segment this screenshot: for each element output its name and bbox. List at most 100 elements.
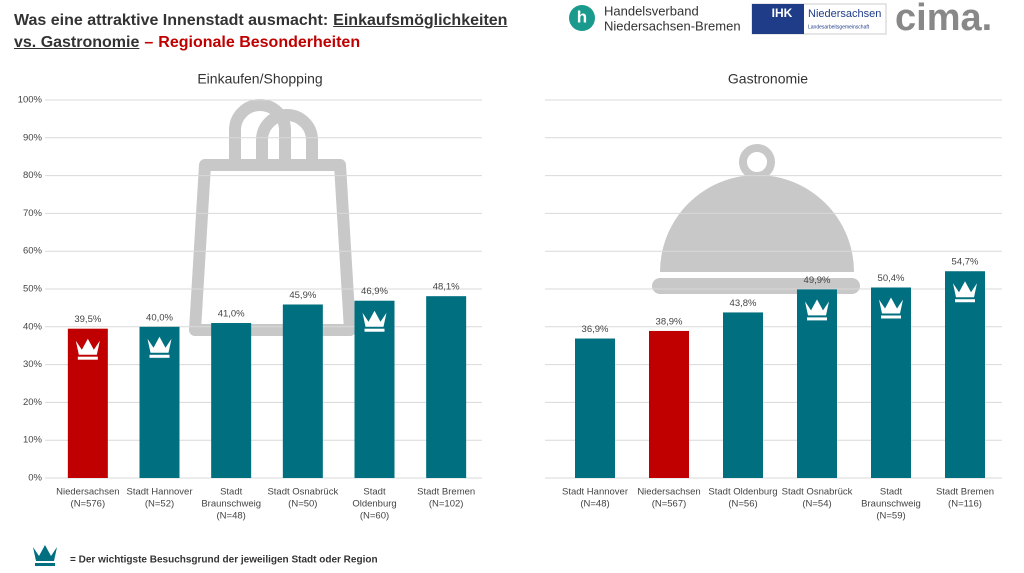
title-text: Regionale Besonderheiten [158, 34, 361, 51]
logo-text: Niedersachsen [808, 8, 881, 20]
x-tick-label: Stadt [880, 487, 903, 498]
crown-icon [33, 545, 57, 566]
crown-shape [805, 299, 829, 316]
crown-shape [75, 338, 100, 355]
logo-text: Niedersachsen-Bremen [604, 18, 741, 33]
logo-text: cima. [895, 0, 992, 39]
value-label: 49,9% [804, 275, 831, 286]
crown-icon [953, 281, 977, 303]
crown-shape [953, 281, 977, 298]
y-tick-label: 30% [23, 359, 43, 370]
value-label: 39,5% [74, 314, 101, 325]
bar [575, 338, 615, 478]
title-text: – [144, 34, 154, 51]
value-label: 50,4% [878, 273, 905, 284]
crown-icon [362, 310, 387, 332]
bar [723, 312, 763, 478]
bar [797, 289, 837, 478]
y-tick-label: 0% [28, 473, 42, 484]
hv-logo [569, 5, 595, 31]
title-text: vs. Gastronomie [14, 34, 140, 51]
hv-logo-letter: h [577, 7, 587, 26]
bar [945, 271, 985, 478]
x-tick-label: (N=48) [580, 499, 609, 510]
chart-title: Gastronomie [728, 71, 808, 87]
value-label: 48,1% [433, 282, 460, 293]
y-tick-label: 80% [23, 170, 43, 181]
title-text: Einkaufsmöglichkeiten [333, 12, 508, 29]
y-tick-label: 20% [23, 397, 43, 408]
crown-base [364, 328, 385, 332]
y-tick-label: 10% [23, 435, 43, 446]
x-tick-label: Stadt Bremen [417, 487, 475, 498]
crown-shape [879, 297, 903, 314]
x-tick-label: (N=54) [802, 499, 831, 510]
title-line: Was eine attraktive Innenstadt ausmacht:… [14, 10, 507, 32]
slide-title: Was eine attraktive Innenstadt ausmacht:… [14, 10, 507, 54]
x-tick-label: Stadt Oldenburg [708, 487, 777, 498]
y-tick-label: 60% [23, 246, 43, 257]
y-tick-label: 40% [23, 321, 43, 332]
value-label: 45,9% [289, 290, 316, 301]
x-tick-label: Stadt Bremen [936, 487, 994, 498]
x-tick-label: Stadt Osnabrück [782, 487, 853, 498]
legend-text: = Der wichtigste Besuchsgrund der jeweil… [70, 555, 378, 566]
bar [282, 304, 323, 478]
crown-base [955, 299, 975, 303]
x-tick-label: Braunschweig [861, 499, 921, 510]
crown-icon [879, 297, 903, 319]
x-tick-label: (N=567) [652, 499, 687, 510]
value-label: 46,9% [361, 286, 388, 297]
logo-text: IHK [772, 6, 793, 20]
value-label: 36,9% [582, 324, 609, 335]
logo-text: Handelsverband [604, 3, 699, 18]
x-tick-label: Braunschweig [201, 499, 261, 510]
x-tick-label: Stadt Hannover [126, 487, 192, 498]
crown-base [77, 356, 98, 360]
y-tick-label: 90% [23, 132, 43, 143]
ihk-logo-box [752, 4, 804, 34]
bar [354, 300, 395, 478]
x-tick-label: (N=576) [71, 499, 106, 510]
x-tick-label: (N=102) [429, 499, 464, 510]
x-tick-label: (N=50) [288, 499, 317, 510]
bar [649, 330, 689, 478]
y-tick-label: 70% [23, 208, 43, 219]
x-tick-label: (N=60) [360, 511, 389, 522]
crown-shape [33, 545, 57, 561]
y-tick-label: 50% [23, 284, 43, 295]
value-label: 43,8% [730, 298, 757, 309]
value-label: 54,7% [952, 257, 979, 268]
crown-shape [147, 336, 172, 353]
cloche-icon [652, 144, 860, 294]
logo-text: Landesarbeitsgemeinschaft [808, 24, 870, 30]
bar [871, 287, 911, 478]
crown-icon [75, 338, 100, 360]
title-line: vs. Gastronomie – Regionale Besonderheiten [14, 32, 507, 54]
crown-base [35, 563, 55, 566]
x-tick-label: (N=52) [145, 499, 174, 510]
crown-base [807, 317, 827, 321]
x-tick-label: Stadt [220, 487, 243, 498]
crown-base [149, 354, 170, 358]
crown-icon [147, 336, 172, 358]
title-text: Was eine attraktive Innenstadt ausmacht: [14, 12, 329, 29]
x-tick-label: Oldenburg [352, 499, 396, 510]
x-tick-label: (N=116) [948, 499, 982, 510]
bar [211, 323, 252, 478]
x-tick-label: Stadt [363, 487, 386, 498]
value-label: 40,0% [146, 312, 173, 323]
shopping-bag-icon [189, 99, 356, 336]
y-tick-label: 100% [18, 95, 43, 106]
value-label: 38,9% [656, 316, 683, 327]
x-tick-label: Niedersachsen [637, 487, 700, 498]
x-tick-label: (N=56) [728, 499, 757, 510]
x-tick-label: (N=59) [876, 511, 905, 522]
crown-icon [805, 299, 829, 321]
crown-shape [362, 310, 387, 327]
x-tick-label: Stadt Osnabrück [267, 487, 338, 498]
x-tick-label: (N=48) [217, 511, 246, 522]
x-tick-label: Niedersachsen [56, 487, 119, 498]
